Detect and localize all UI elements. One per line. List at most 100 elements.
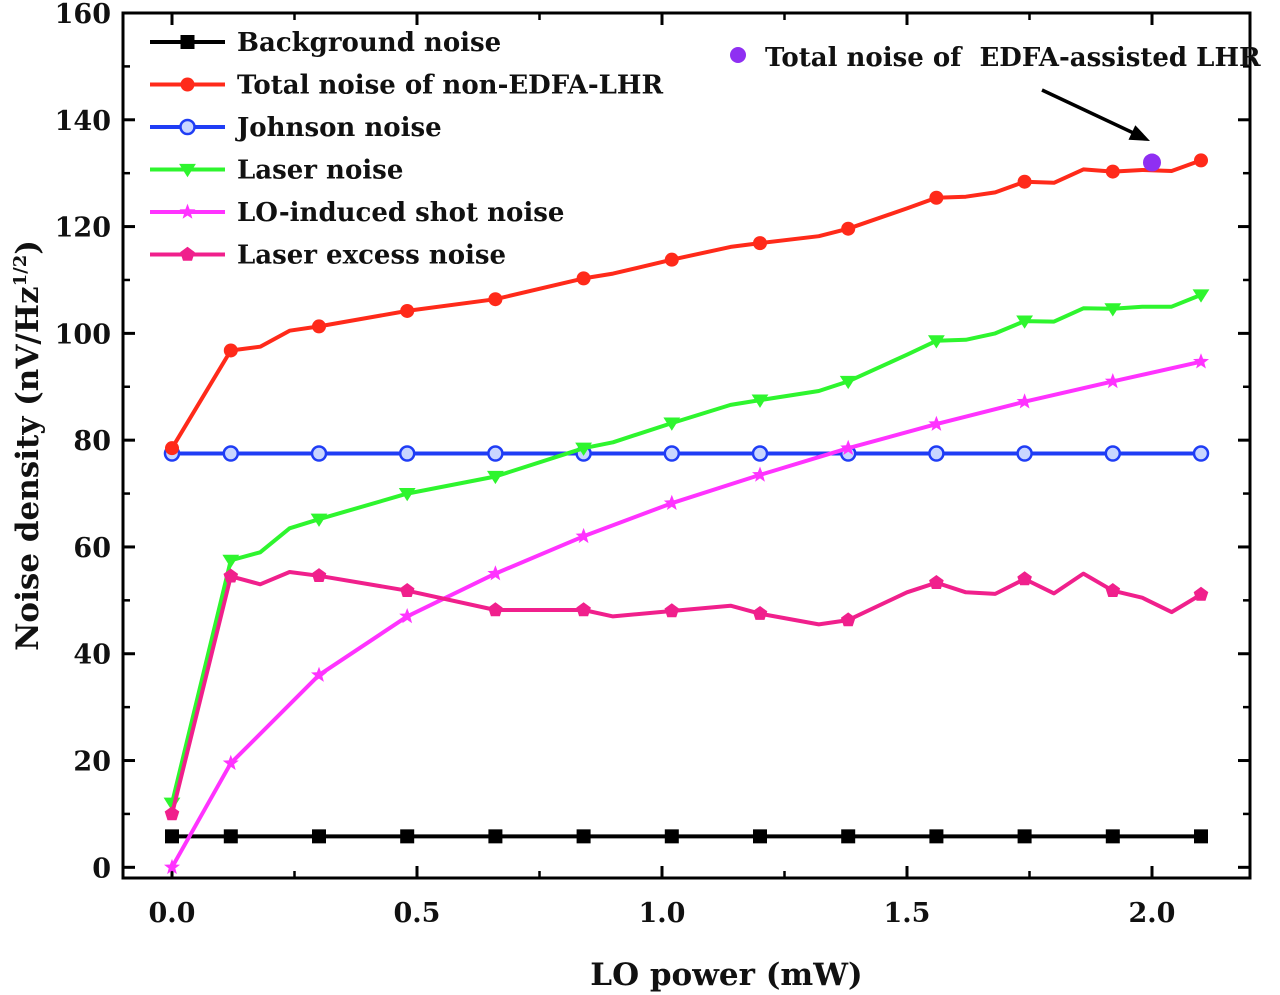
data-point bbox=[310, 445, 328, 462]
data-point bbox=[398, 445, 416, 462]
data-point bbox=[841, 221, 856, 236]
data-point bbox=[1194, 153, 1208, 168]
data-point bbox=[312, 319, 326, 334]
data-point bbox=[1016, 445, 1033, 462]
data-point bbox=[576, 829, 591, 844]
data-point bbox=[575, 442, 592, 456]
plot-border bbox=[121, 11, 1252, 880]
y-tick-label: 160 bbox=[55, 0, 111, 30]
y-tick-label: 100 bbox=[55, 319, 111, 350]
data-point bbox=[223, 568, 239, 583]
data-point bbox=[1193, 353, 1209, 369]
annotation-arrow bbox=[1041, 88, 1143, 139]
y-axis-title-sup: 1/2 bbox=[10, 255, 31, 287]
data-point bbox=[223, 829, 238, 844]
data-point bbox=[488, 829, 503, 844]
data-point bbox=[1016, 315, 1033, 329]
series-lo-induced-shot-noise bbox=[164, 353, 1209, 875]
x-tick-label: 2.0 bbox=[1129, 898, 1176, 929]
y-tick-label: 20 bbox=[73, 747, 111, 778]
data-point bbox=[1104, 445, 1122, 462]
data-point bbox=[310, 513, 328, 527]
data-point bbox=[840, 612, 856, 627]
plot-frame bbox=[121, 11, 1252, 880]
data-point bbox=[164, 858, 180, 875]
data-point bbox=[663, 445, 681, 462]
data-point bbox=[928, 335, 945, 349]
data-point bbox=[312, 829, 326, 844]
edfa-legend-marker bbox=[730, 47, 746, 63]
legend-label: LO-induced shot noise bbox=[237, 198, 564, 228]
data-point bbox=[1192, 445, 1210, 462]
y-axis-title-main: Noise density (nV/Hz bbox=[10, 286, 46, 651]
data-point bbox=[929, 575, 944, 589]
data-point bbox=[840, 439, 857, 455]
y-tick-label: 140 bbox=[55, 106, 111, 137]
x-tick-label: 1.5 bbox=[884, 898, 931, 929]
data-point bbox=[752, 606, 768, 620]
data-point bbox=[1105, 829, 1120, 844]
data-point bbox=[1104, 373, 1121, 389]
legend-label: Laser excess noise bbox=[237, 241, 506, 271]
y-axis-title: Noise density (nV/Hz1/2) bbox=[10, 240, 46, 651]
series-laser-noise bbox=[163, 289, 1210, 811]
data-point bbox=[487, 565, 504, 581]
data-point bbox=[928, 415, 945, 431]
annotation: Total noise of EDFA-assisted LHR bbox=[730, 43, 1261, 172]
data-point bbox=[400, 303, 415, 318]
series-line bbox=[170, 359, 1203, 870]
data-point bbox=[488, 602, 503, 617]
series-laser-excess-noise bbox=[164, 568, 1209, 821]
legend-label: Laser noise bbox=[237, 156, 403, 186]
data-point bbox=[488, 292, 503, 307]
y-tick-label: 120 bbox=[55, 213, 111, 244]
data-point bbox=[1193, 586, 1209, 601]
data-point bbox=[311, 666, 327, 682]
data-point bbox=[1104, 303, 1122, 317]
x-tick-label: 0.5 bbox=[394, 898, 441, 929]
annotation-arrowhead bbox=[1128, 125, 1150, 141]
data-point bbox=[399, 583, 415, 597]
x-axis-ticks: 0.0 0.5 1.0 1.5 2.0 bbox=[149, 13, 1176, 929]
data-point bbox=[576, 602, 591, 617]
data-point bbox=[575, 527, 592, 544]
series-line bbox=[170, 292, 1203, 806]
x-axis-title: LO power (mW) bbox=[590, 957, 862, 993]
data-point bbox=[222, 754, 239, 770]
legend-swatch-marker bbox=[179, 118, 196, 136]
legend-label: Johnson noise bbox=[235, 113, 442, 143]
data-point bbox=[1017, 571, 1032, 586]
data-point bbox=[222, 554, 240, 568]
data-point bbox=[223, 343, 238, 358]
legend-swatch-marker bbox=[180, 35, 195, 49]
data-point bbox=[752, 466, 768, 482]
edfa-data-point bbox=[1143, 153, 1161, 172]
data-point bbox=[1017, 829, 1032, 844]
legend-swatch-marker bbox=[180, 246, 195, 261]
series-layer bbox=[163, 153, 1210, 875]
data-point bbox=[664, 603, 680, 618]
y-axis-title-close: ) bbox=[10, 240, 46, 255]
data-point bbox=[1105, 583, 1121, 597]
data-point bbox=[663, 494, 680, 510]
y-tick-label: 0 bbox=[92, 853, 111, 884]
series-total-noise-of-non-edfa-lhr bbox=[165, 153, 1208, 456]
legend: Background noise Total noise of non-EDFA-… bbox=[150, 28, 663, 271]
legend-label: Background noise bbox=[237, 28, 501, 58]
data-point bbox=[164, 806, 180, 821]
data-point bbox=[664, 829, 679, 844]
data-point bbox=[929, 829, 944, 844]
data-point bbox=[1016, 393, 1033, 409]
legend-swatch-marker bbox=[180, 77, 195, 92]
data-point bbox=[222, 445, 240, 462]
y-axis-ticks: 0 20 40 60 80 100 120 140 160 bbox=[55, 0, 1250, 884]
data-point bbox=[576, 271, 591, 286]
legend-label: Total noise of non-EDFA-LHR bbox=[237, 71, 663, 101]
data-point bbox=[1017, 174, 1032, 189]
edfa-annotation-label: Total noise of EDFA-assisted LHR bbox=[765, 43, 1261, 73]
data-point bbox=[751, 445, 769, 462]
y-tick-label: 80 bbox=[73, 426, 111, 457]
legend-swatch-marker bbox=[179, 163, 196, 178]
data-point bbox=[487, 470, 504, 485]
data-point bbox=[1194, 829, 1208, 844]
